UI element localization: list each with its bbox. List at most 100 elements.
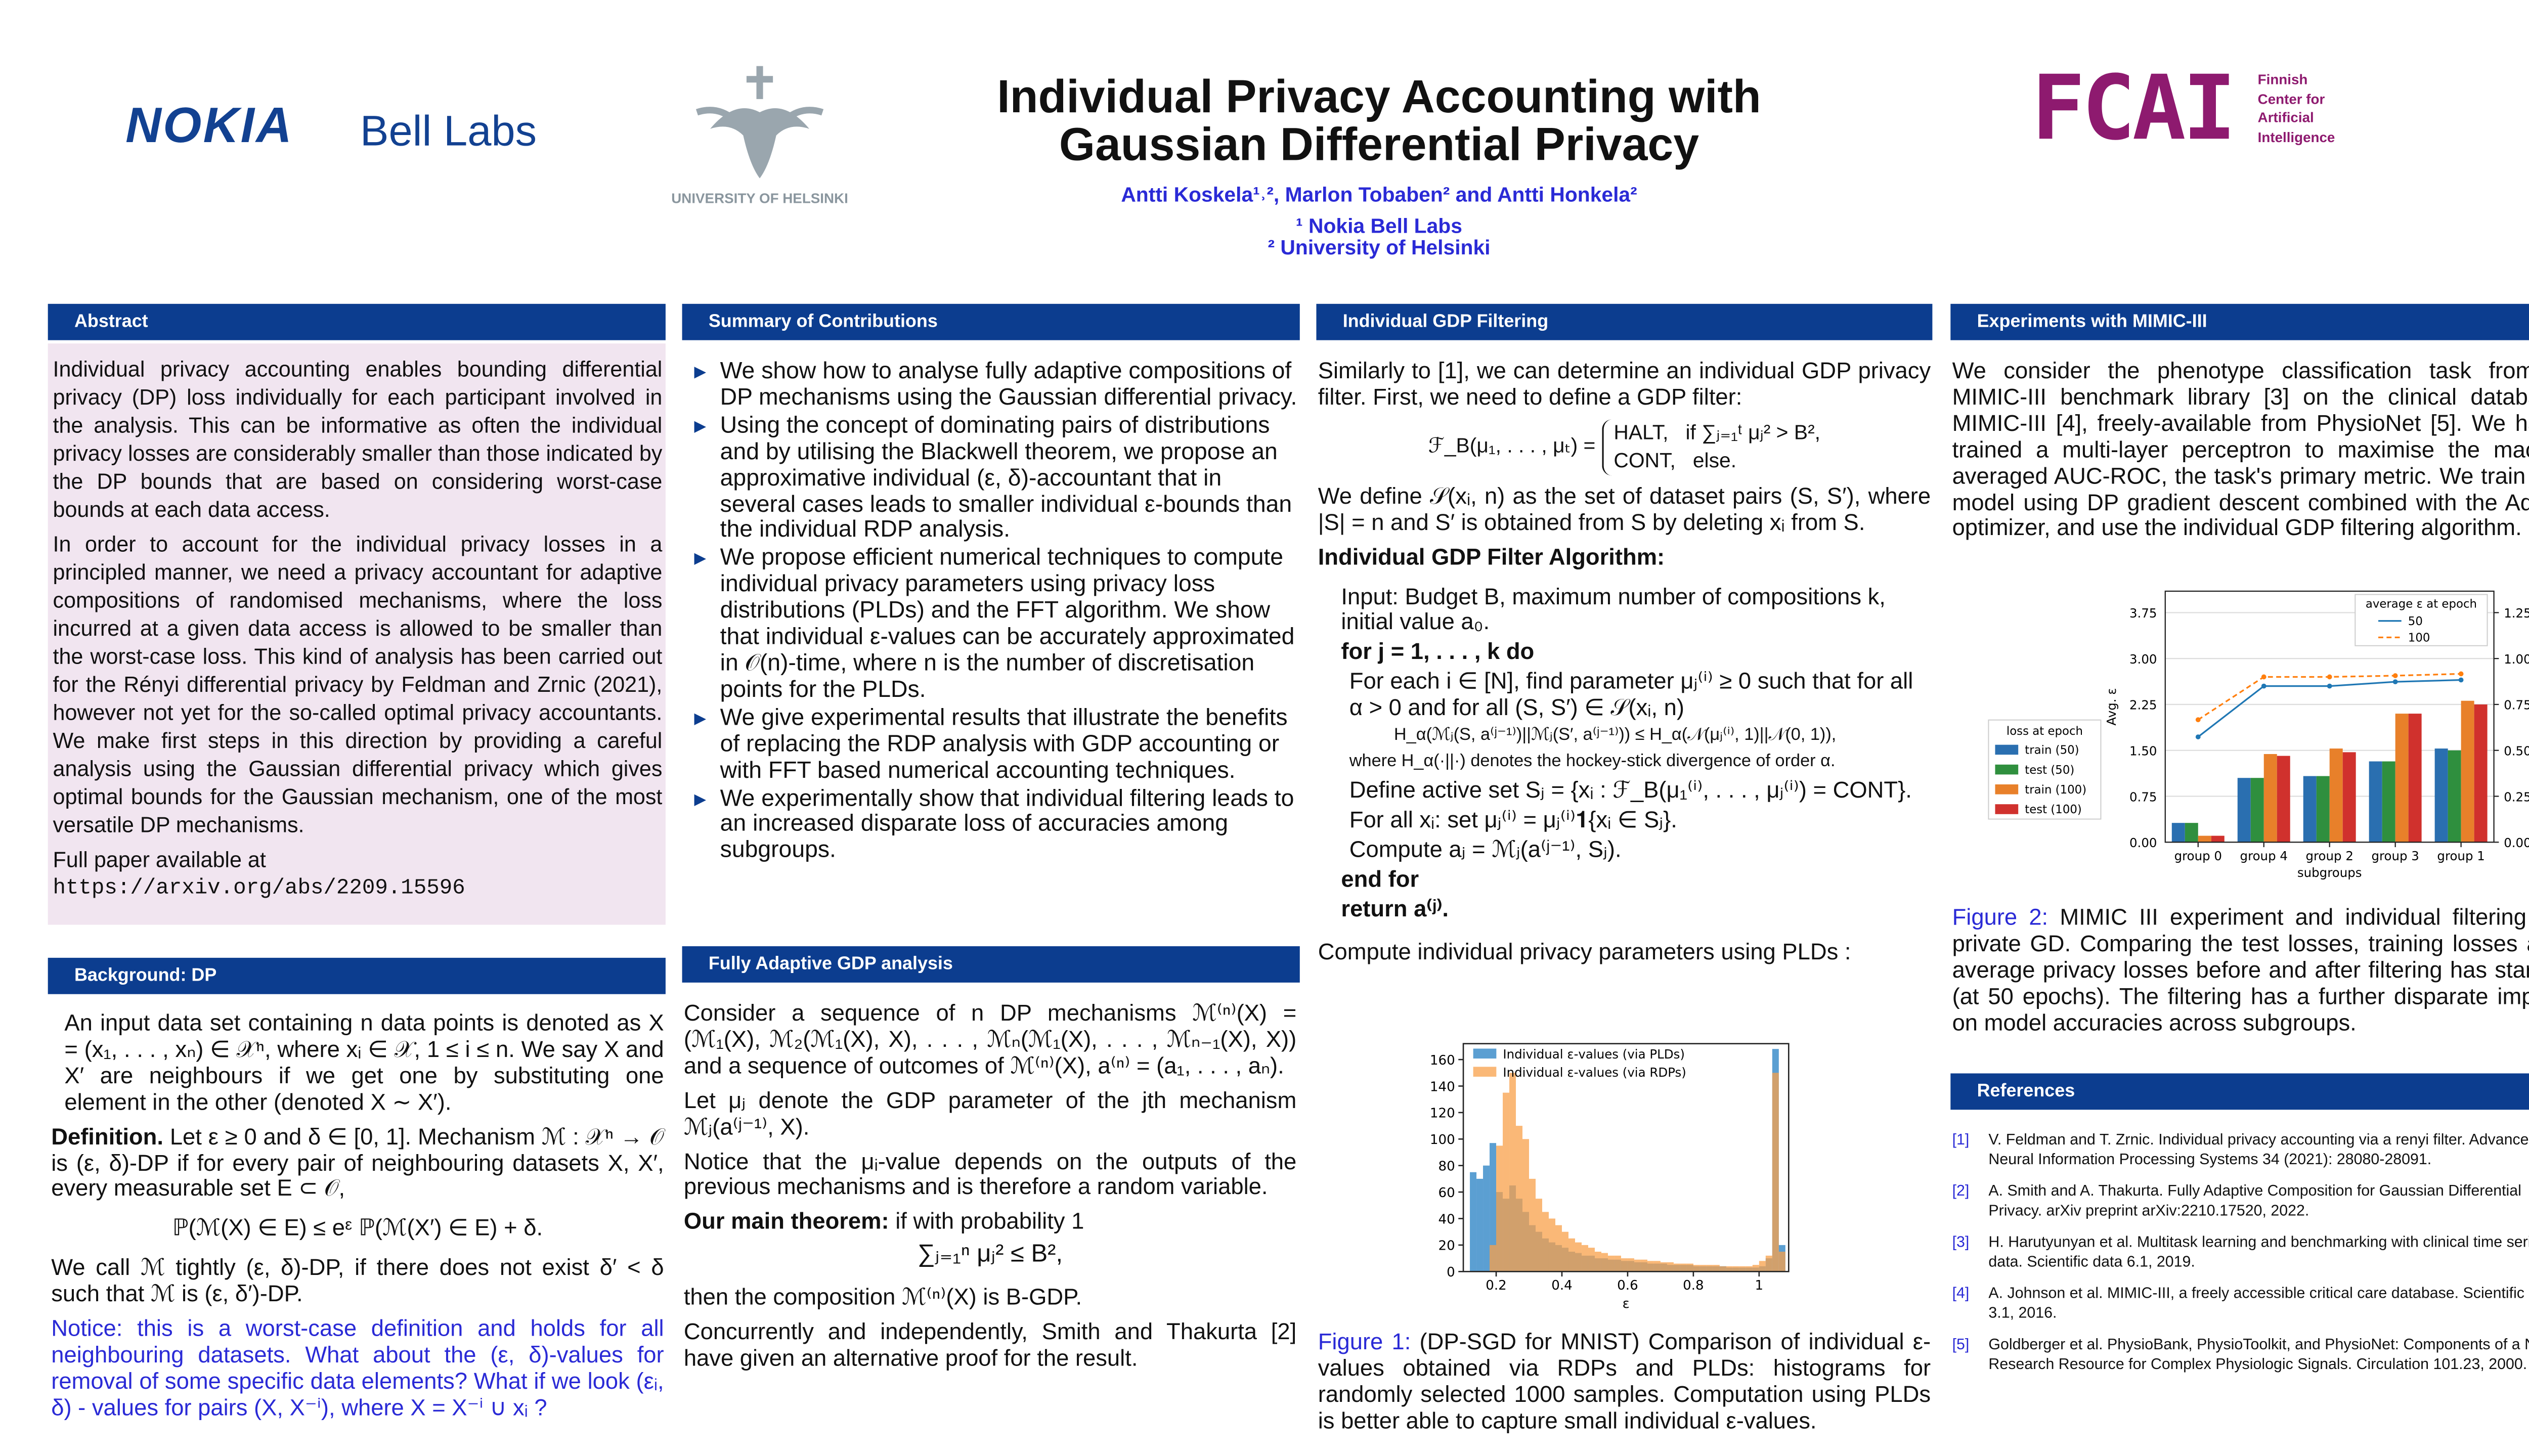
line-point <box>2392 679 2398 685</box>
paragraph: We call ℳ tightly (ε, δ)-DP, if there do… <box>51 1254 664 1307</box>
reference: [5] Goldberger et al. PhysioBank, PhysioT… <box>1952 1334 2529 1374</box>
caption-label: Figure 2: <box>1952 903 2048 930</box>
paragraph: Individual privacy accounting enables bo… <box>53 357 663 521</box>
theorem-text: if with probability 1 <box>895 1208 1084 1234</box>
histogram-bar <box>1529 1178 1536 1272</box>
histogram-bar <box>1614 1255 1621 1272</box>
y-tick-label: 1.50 <box>2129 744 2157 759</box>
y-tick-label: 3.00 <box>2129 652 2157 667</box>
authors: Antti Koskela¹˒², Marlon Tobaben² and An… <box>1121 183 1637 207</box>
histogram-bar <box>1752 1265 1759 1272</box>
histogram-bar <box>1483 1165 1490 1272</box>
caption-label: Figure 1: <box>1318 1328 1411 1354</box>
caption-text: (DP-SGD for MNIST) Comparison of individ… <box>1318 1328 1931 1433</box>
paragraph: Let μⱼ denote the GDP parameter of the j… <box>683 1086 1297 1139</box>
reference-number: [4] <box>1952 1285 1970 1302</box>
histogram-bar <box>1765 1255 1772 1272</box>
definition-label: Definition. <box>51 1122 163 1149</box>
x-tick-label: group 1 <box>2437 849 2484 863</box>
legend-swatch <box>1473 1067 1497 1077</box>
section-header: Experiments with MIMIC-III <box>1950 303 2529 340</box>
fcai-name-line: Artificial <box>2257 109 2314 126</box>
reference: [3] H. Harutyunyan et al. Multitask learn… <box>1952 1232 2529 1271</box>
background-text: An input data set containing n data poin… <box>51 1009 664 1429</box>
histogram-bar <box>1739 1266 1746 1272</box>
y-tick-label: 80 <box>1438 1159 1455 1174</box>
paragraph: Notice that the μᵢ-value depends on the … <box>683 1146 1297 1200</box>
bar <box>2448 750 2461 843</box>
title-line: Individual Privacy Accounting with <box>997 71 1761 122</box>
filter-formula: ℱ_B(μ₁, . . . , μₜ) = HALT, if ∑ⱼ₌₁ᵗ μⱼ² … <box>1318 419 1931 475</box>
line-point <box>2327 683 2332 689</box>
legend-title: average ε at epoch <box>2366 598 2477 611</box>
legend-swatch <box>1995 784 2019 795</box>
bar <box>2474 704 2488 843</box>
histogram-bar <box>1693 1265 1700 1272</box>
histogram-bar <box>1575 1242 1582 1272</box>
bar <box>2277 756 2290 843</box>
y-tick-label: 0 <box>1447 1265 1455 1280</box>
formula: ∑ⱼ₌₁ⁿ μⱼ² ≤ B², <box>917 1241 1063 1269</box>
plot-frame <box>1462 1043 1790 1272</box>
algorithm-line: end for <box>1341 865 1419 892</box>
algorithm-line: For all xᵢ: set μⱼ⁽ⁱ⁾ = μⱼ⁽ⁱ⁾𝟏{xᵢ ∈ Sⱼ}. <box>1349 806 1677 832</box>
bar <box>2329 748 2343 843</box>
reference: [2] A. Smith and A. Thakurta. Fully Adapt… <box>1952 1181 2529 1220</box>
histogram-bar <box>1778 1251 1785 1272</box>
histogram-bar <box>1726 1266 1733 1272</box>
legend-swatch <box>1995 744 2019 755</box>
fcai-name-line: Finnish <box>2257 71 2308 88</box>
formula: ℙ(ℳ(X) ∈ E) ≤ eᵋ ℙ(ℳ(X′) ∈ E) + δ. <box>172 1214 543 1241</box>
histogram-bar <box>1759 1261 1766 1272</box>
section-header: Summary of Contributions <box>682 303 1300 340</box>
bar <box>2316 776 2330 843</box>
fcai-logo: FCAI <box>2031 56 2236 160</box>
bullet: We propose efficient numerical technique… <box>684 546 1298 705</box>
gdp-text: Consider a sequence of n DP mechanisms ℳ… <box>683 999 1297 1381</box>
histogram-bar <box>1719 1266 1726 1272</box>
fcai-name: Finnish Center for Artificial Intelligence <box>2258 71 2335 147</box>
section-header: Individual GDP Filtering <box>1316 303 1933 340</box>
bar <box>2382 761 2395 843</box>
histogram-bar <box>1490 1245 1497 1272</box>
x-tick-label: 0.6 <box>1617 1278 1638 1293</box>
bullet: Using the concept of dominating pairs of… <box>684 413 1298 546</box>
histogram-bar <box>1581 1245 1588 1272</box>
y-tick-label: 120 <box>1430 1106 1455 1121</box>
experiments-text: We consider the phenotype classification… <box>1952 357 2529 551</box>
x-tick-label: 0.8 <box>1683 1278 1704 1293</box>
y2-tick-label: 1.00 <box>2504 652 2529 667</box>
histogram-bar <box>1588 1248 1595 1272</box>
legend-label: train (50) <box>2025 744 2079 757</box>
histogram-bar <box>1555 1225 1562 1272</box>
histogram-bar <box>1686 1263 1693 1272</box>
histogram-bar <box>1470 1172 1477 1272</box>
histogram-bar <box>1496 1145 1503 1272</box>
histogram-bar <box>1680 1263 1687 1272</box>
bar <box>2198 835 2211 843</box>
histogram-bar <box>1653 1261 1661 1272</box>
caption-text: MIMIC III experiment and individual filt… <box>1952 903 2529 1035</box>
filtering-text: Similarly to [1], we can determine an in… <box>1318 357 1931 974</box>
nokia-logo: NOKIA <box>125 99 294 154</box>
histogram-bar <box>1522 1139 1530 1272</box>
paper-link: https://arxiv.org/abs/2209.15596 <box>53 875 465 901</box>
legend-label: test (100) <box>2025 803 2082 816</box>
histogram-bar <box>1561 1231 1568 1272</box>
y-tick-label: 160 <box>1430 1053 1455 1068</box>
paragraph: then the composition ℳ⁽ⁿ⁾(X) is B-GDP. <box>683 1283 1082 1310</box>
y-tick-label: 3.75 <box>2129 606 2157 621</box>
bar <box>2369 761 2382 843</box>
bar <box>2250 778 2264 843</box>
line-point <box>2261 683 2266 689</box>
reference: [1] V. Feldman and T. Zrnic. Individual p… <box>1952 1129 2529 1169</box>
histogram-bar <box>1607 1255 1615 1272</box>
y-tick-label: 20 <box>1438 1239 1455 1254</box>
references-list: [1] V. Feldman and T. Zrnic. Individual p… <box>1952 1129 2529 1385</box>
y2-tick-label: 0.50 <box>2504 744 2529 759</box>
x-axis-label: ε <box>1623 1296 1630 1311</box>
filter-lhs: ℱ_B(μ₁, . . . , μₜ) = <box>1428 434 1596 458</box>
bar <box>2211 835 2225 843</box>
histogram-bar <box>1667 1262 1674 1272</box>
